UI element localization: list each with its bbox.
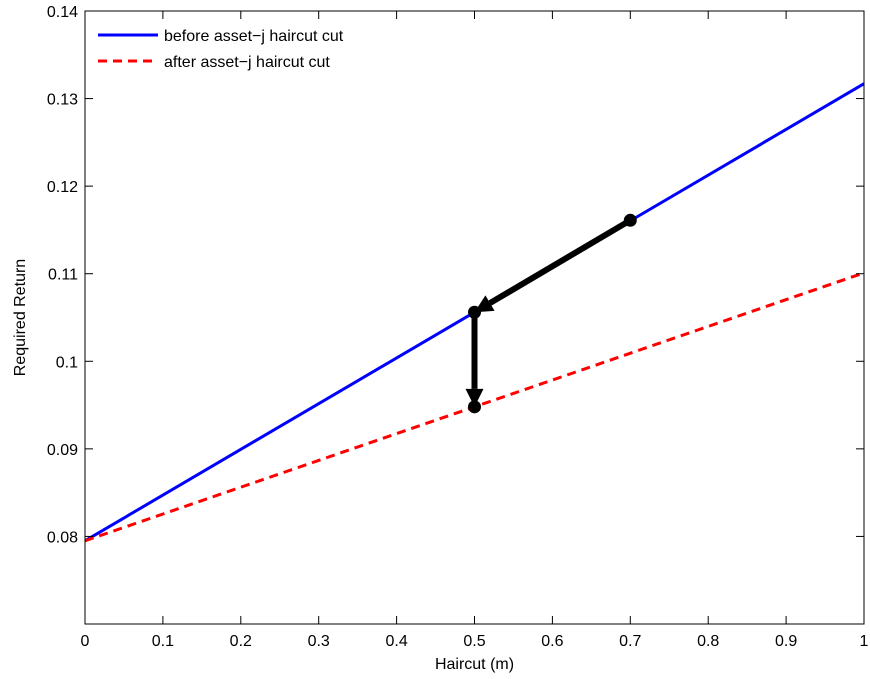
x-tick-label: 1	[860, 633, 869, 650]
legend-label-before: before asset−j haircut cut	[164, 28, 344, 45]
x-tick-label: 0.9	[775, 633, 797, 650]
x-tick-label: 0.6	[541, 633, 563, 650]
x-tick-label: 0.4	[385, 633, 407, 650]
x-tick-label: 0.1	[152, 633, 174, 650]
y-tick-label: 0.13	[47, 92, 78, 109]
x-tick-label: 0.2	[230, 633, 252, 650]
x-tick-label: 0.3	[308, 633, 330, 650]
x-axis-label: Haircut (m)	[435, 656, 514, 673]
annotation-point-3	[468, 400, 481, 414]
x-tick-label: 0.7	[619, 633, 641, 650]
arrowhead-1	[474, 295, 495, 313]
y-axis-label: Required Return	[12, 259, 29, 376]
y-tick-label: 0.12	[47, 179, 78, 196]
annotation-layer	[465, 213, 637, 414]
arrow-shaft-1	[488, 217, 632, 306]
y-tick-label: 0.1	[56, 354, 78, 371]
x-tick-label: 0.8	[697, 633, 719, 650]
x-tick-label: 0.5	[463, 633, 485, 650]
tick-layer: 0 0.1 0.2 0.3 0.4 0.5 0.6 0.7 0.8 0.9 1 0.08 0.09 0.1…	[47, 4, 869, 650]
y-tick-label: 0.08	[47, 529, 78, 546]
annotation-point-2	[468, 305, 481, 319]
annotation-point-1	[623, 213, 637, 227]
legend: before asset−j haircut cut after asset−j…	[98, 28, 344, 71]
y-tick-label: 0.11	[48, 267, 78, 284]
arrowhead-2	[465, 388, 484, 407]
legend-label-after: after asset−j haircut cut	[164, 54, 330, 71]
x-tick-label: 0	[81, 633, 90, 650]
y-tick-label: 0.09	[47, 442, 78, 459]
y-tick-label: 0.14	[47, 4, 78, 21]
